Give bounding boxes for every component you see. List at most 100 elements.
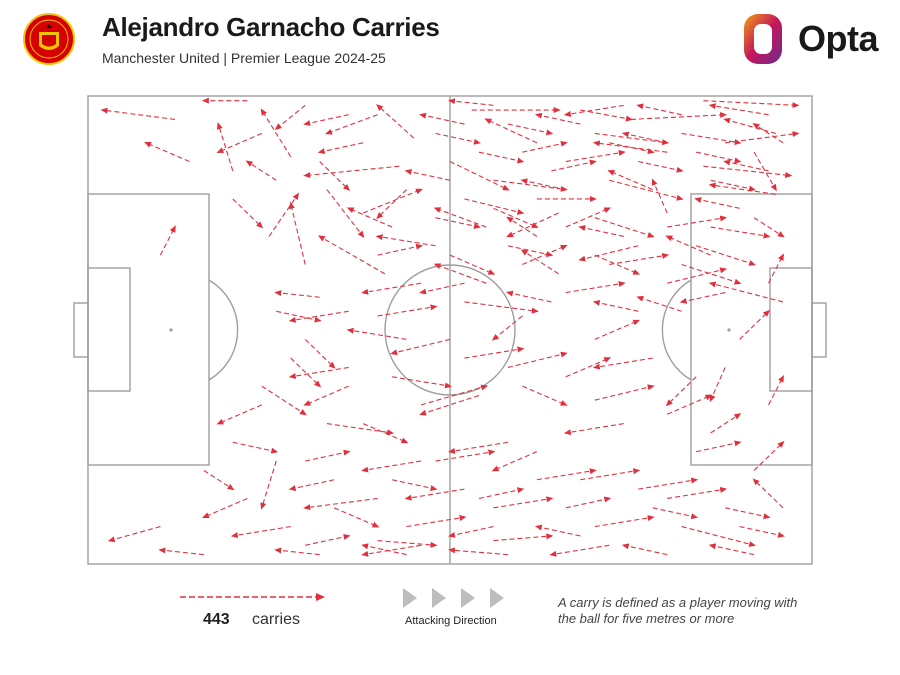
carry-arrow [696, 151, 742, 164]
carry-arrow [464, 346, 525, 359]
carry-arrow [420, 384, 489, 406]
carry-arrow [681, 526, 757, 547]
carry-arrow [723, 117, 776, 134]
carry-arrow [565, 281, 626, 294]
carry-arrow [326, 423, 395, 436]
carry-arrow [652, 507, 699, 520]
carry-arrow [317, 235, 386, 275]
carry-arrow [592, 300, 639, 312]
carry-arrow [739, 309, 770, 340]
carry-arrow [232, 441, 279, 454]
carry-arrow [448, 98, 494, 106]
carry-arrow [578, 245, 639, 262]
carry-arrow [522, 140, 568, 153]
carry-arrow [507, 351, 568, 368]
centre-circle [384, 264, 516, 396]
carry-arrow [681, 132, 742, 145]
carry-arrow [551, 159, 597, 172]
carry-arrow [305, 449, 351, 462]
carry-arrow [594, 515, 655, 528]
carry-arrow [361, 460, 422, 473]
carry-arrow [391, 376, 452, 389]
carry-arrow [565, 149, 626, 163]
carry-arrow [753, 151, 777, 192]
right-six-yard-box [769, 267, 813, 392]
carry-arrow [563, 104, 624, 117]
carry-arrow [666, 394, 713, 415]
carry-arrow [636, 295, 682, 312]
carry-arrow [768, 375, 784, 406]
carry-arrow [493, 533, 554, 542]
carry-arrow [260, 460, 277, 510]
carry-arrow [404, 488, 465, 501]
manchester-united-crest-icon [23, 13, 75, 65]
carry-arrow [261, 385, 307, 416]
carry-arrow [361, 544, 422, 557]
carry-arrow [520, 249, 559, 275]
carry-arrow [638, 477, 699, 490]
carry-arrow [594, 217, 655, 238]
carry-arrow [752, 478, 784, 509]
carry-arrow [636, 103, 682, 116]
carry-arrow [491, 315, 523, 341]
carry-arrow [667, 267, 728, 284]
carry-count-label: carries [252, 611, 301, 628]
carry-arrow [377, 243, 423, 256]
legend-carry-sample [180, 593, 325, 601]
carry-arrow [484, 118, 538, 144]
carry-arrow [708, 103, 769, 116]
page-title: Alejandro Garnacho Carries [102, 12, 440, 42]
carry-arrow [303, 165, 400, 179]
carry-arrow [433, 263, 487, 284]
carry-arrow [563, 423, 624, 436]
carry-arrow [448, 526, 494, 538]
carry-arrow [419, 394, 480, 416]
carry-arrow [725, 507, 771, 520]
carry-arrow [651, 178, 668, 214]
carry-arrow [448, 547, 508, 556]
carry-arrow [319, 161, 351, 191]
carry-arrow [376, 104, 415, 139]
carry-arrow [274, 290, 320, 298]
carry-arrow [536, 468, 597, 481]
carry-arrow [708, 543, 755, 556]
left-goal [73, 302, 89, 358]
carry-arrow [753, 440, 785, 471]
carry-arrow [274, 104, 306, 131]
carry-arrow [216, 122, 234, 172]
carry-arrow [377, 540, 438, 548]
carry-arrow [478, 151, 525, 164]
carry-arrow [303, 114, 349, 126]
carry-arrow [580, 109, 633, 122]
carry-arrow [506, 212, 559, 238]
carry-arrow [288, 366, 349, 379]
carry-arrow [274, 547, 320, 556]
carry-arrow [709, 367, 726, 403]
attacking-direction-label: Attacking Direction [405, 615, 497, 627]
carry-arrow [534, 112, 581, 125]
carry-arrow [159, 225, 176, 256]
carry-arrow [216, 132, 262, 153]
carry-arrow [361, 282, 422, 295]
carry-arrow [346, 327, 407, 340]
carry-arrow [621, 543, 668, 556]
carry-arrow [594, 384, 655, 401]
left-penalty-area [87, 193, 210, 466]
carry-arrow [325, 114, 378, 135]
carry-arrow [433, 207, 487, 228]
page-subtitle: Manchester United | Premier League 2024-… [102, 50, 386, 66]
carry-arrow [216, 404, 262, 425]
carry-arrow [346, 207, 393, 228]
carry-arrow [478, 487, 525, 500]
carry-arrow [202, 497, 248, 518]
left-six-yard-box [87, 267, 131, 392]
carry-arrow [391, 479, 438, 491]
carry-arrow [464, 198, 525, 215]
carry-arrow [594, 132, 670, 146]
carry-arrow [752, 122, 784, 144]
carry-arrow [288, 201, 306, 265]
carry-arrow [665, 235, 711, 256]
right-goal [811, 302, 827, 358]
right-penalty-arc [661, 279, 692, 381]
carry-arrow [449, 161, 510, 191]
